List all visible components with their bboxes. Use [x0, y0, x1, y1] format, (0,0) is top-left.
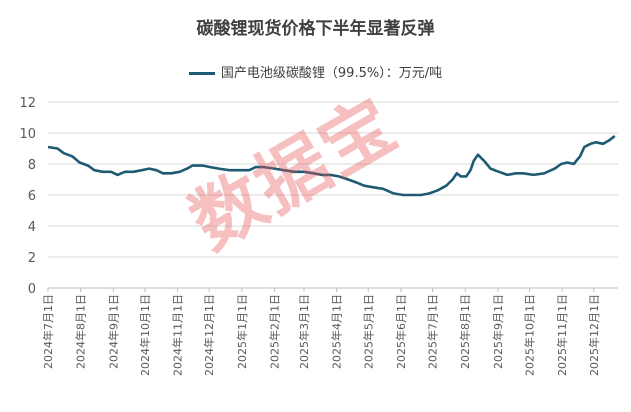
x-tick-label: 2024年12月1日 [202, 294, 216, 376]
x-tick-label: 2025年10月1日 [522, 294, 536, 376]
x-tick-label: 2025年6月1日 [394, 294, 408, 369]
x-tick-label: 2025年2月1日 [268, 294, 282, 369]
legend-label: 国产电池级碳酸锂（99.5%）：万元/吨 [220, 66, 443, 81]
x-tick-label: 2025年5月1日 [361, 294, 375, 369]
legend-swatch [188, 72, 215, 75]
y-tick-label: 8 [28, 158, 36, 173]
x-tick-label: 2024年8月1日 [74, 294, 88, 369]
y-tick-label: 12 [19, 96, 36, 111]
x-tick-label: 2025年8月1日 [458, 294, 472, 369]
x-tick-label: 2024年10月1日 [138, 294, 152, 376]
x-tick-label: 2024年9月1日 [106, 294, 120, 369]
y-tick-label: 10 [19, 127, 36, 142]
x-tick-label: 2025年1月1日 [235, 294, 249, 369]
y-tick-label: 4 [28, 220, 36, 235]
legend: 国产电池级碳酸锂（99.5%）：万元/吨 [0, 62, 631, 81]
y-tick-label: 0 [28, 282, 36, 297]
x-tick-label: 2024年11月1日 [171, 294, 185, 376]
x-tick-label: 2025年3月1日 [297, 294, 311, 369]
y-tick-label: 6 [28, 189, 36, 204]
chart-title: 碳酸锂现货价格下半年显著反弹 [196, 19, 435, 39]
series-line-0 [47, 135, 616, 197]
x-tick-label: 2025年9月1日 [491, 294, 505, 369]
x-tick-label: 2025年7月1日 [426, 294, 440, 369]
x-tick-label: 2025年11月1日 [555, 294, 569, 376]
y-tick-label: 2 [28, 251, 36, 266]
x-tick-label: 2024年7月1日 [41, 294, 55, 369]
x-tick-label: 2025年12月1日 [587, 294, 601, 376]
x-tick-label: 2025年4月1日 [330, 294, 344, 369]
